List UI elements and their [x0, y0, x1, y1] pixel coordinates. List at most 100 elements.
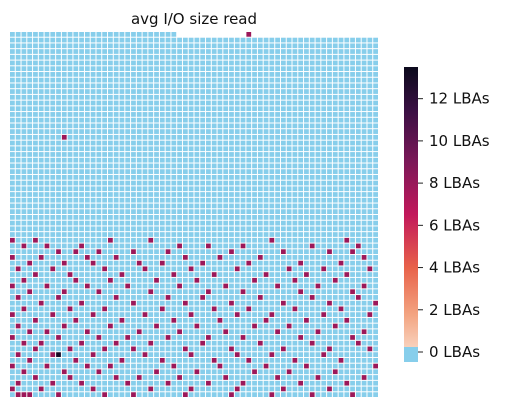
heatmap-cell	[229, 43, 234, 49]
heatmap-cell	[171, 266, 177, 272]
heatmap-cell	[33, 140, 38, 146]
heatmap-cell	[165, 123, 171, 129]
heatmap-cell	[44, 163, 50, 169]
heatmap-cell	[252, 169, 257, 174]
heatmap-cell	[21, 72, 27, 77]
heatmap-cell	[125, 346, 131, 352]
heatmap-cell	[96, 289, 102, 295]
heatmap-cell	[309, 306, 315, 312]
heatmap-cell	[200, 60, 206, 66]
heatmap-cell	[367, 357, 373, 363]
heatmap-cell	[84, 295, 90, 300]
heatmap-cell	[102, 209, 108, 214]
heatmap-cell	[211, 289, 217, 295]
heatmap-cell	[102, 186, 108, 192]
heatmap-cell	[177, 129, 182, 134]
heatmap-cell	[136, 232, 142, 237]
heatmap-cell	[321, 272, 327, 277]
heatmap-cell	[108, 43, 113, 49]
heatmap-cell	[304, 232, 309, 237]
heatmap-cell	[373, 346, 378, 352]
heatmap-cell	[177, 169, 182, 174]
heatmap-cell	[50, 134, 56, 140]
heatmap-cell	[246, 146, 252, 152]
heatmap-cell	[50, 66, 56, 72]
heatmap-cell	[177, 346, 182, 352]
heatmap-cell	[102, 49, 108, 54]
heatmap-cell	[194, 134, 200, 140]
heatmap-cell	[136, 134, 142, 140]
heatmap-cell	[361, 140, 367, 146]
heatmap-cell	[240, 392, 246, 397]
heatmap-cell	[234, 89, 240, 94]
heatmap-cell	[223, 369, 229, 375]
heatmap-cell	[165, 306, 171, 312]
heatmap-cell	[298, 37, 304, 43]
heatmap-cell	[182, 243, 188, 249]
heatmap-cell	[229, 209, 234, 214]
heatmap-cell	[113, 106, 119, 112]
heatmap-cell	[361, 146, 367, 152]
heatmap-cell	[252, 317, 257, 323]
heatmap-cell	[332, 386, 338, 392]
heatmap-cell	[194, 66, 200, 72]
heatmap-cell	[154, 112, 159, 117]
heatmap-cell	[252, 255, 257, 260]
heatmap-cell	[234, 123, 240, 129]
heatmap-cell	[154, 272, 159, 277]
heatmap-cell	[206, 146, 211, 152]
heatmap-cell	[84, 72, 90, 77]
heatmap-cell	[211, 386, 217, 392]
heatmap-cell	[373, 186, 378, 192]
heatmap-cell	[280, 215, 286, 220]
heatmap-cell	[21, 232, 27, 237]
heatmap-cell	[321, 77, 327, 83]
heatmap-cell	[217, 129, 223, 134]
heatmap-cell	[252, 300, 257, 306]
heatmap-cell	[131, 386, 136, 392]
heatmap-cell	[119, 146, 125, 152]
heatmap-cell	[373, 146, 378, 152]
heatmap-cell	[373, 312, 378, 317]
heatmap-cell	[79, 295, 84, 300]
heatmap-cell	[108, 37, 113, 43]
heatmap-cell	[361, 357, 367, 363]
heatmap-cell	[33, 375, 38, 380]
heatmap-cell	[33, 134, 38, 140]
heatmap-cell	[15, 392, 21, 397]
heatmap-cell	[21, 169, 27, 174]
heatmap-cell	[148, 329, 154, 335]
heatmap-cell	[154, 192, 159, 197]
heatmap-cell	[223, 346, 229, 352]
heatmap-cell	[96, 392, 102, 397]
heatmap-cell	[338, 392, 344, 397]
heatmap-cell	[257, 66, 263, 72]
heatmap-cell	[136, 340, 142, 346]
heatmap-cell	[240, 174, 246, 180]
heatmap-cell	[131, 249, 136, 255]
heatmap-cell	[33, 312, 38, 317]
heatmap-cell	[373, 197, 378, 203]
heatmap-cell	[148, 129, 154, 134]
heatmap-cell	[304, 174, 309, 180]
heatmap-cell	[182, 363, 188, 369]
heatmap-cell	[194, 260, 200, 266]
heatmap-cell	[90, 112, 96, 117]
heatmap-cell	[315, 123, 321, 129]
heatmap-cell	[171, 197, 177, 203]
heatmap-cell	[327, 72, 332, 77]
heatmap-cell	[332, 266, 338, 272]
heatmap-cell	[90, 300, 96, 306]
heatmap-cell	[355, 49, 361, 54]
heatmap-cell	[108, 317, 113, 323]
heatmap-cell	[171, 380, 177, 386]
heatmap-cell	[159, 386, 165, 392]
heatmap-cell	[286, 363, 292, 369]
heatmap-cell	[38, 203, 44, 209]
heatmap-cell	[263, 283, 269, 289]
heatmap-cell	[350, 243, 355, 249]
heatmap-cell	[188, 37, 194, 43]
heatmap-cell	[252, 272, 257, 277]
heatmap-cell	[304, 157, 309, 163]
heatmap-cell	[113, 169, 119, 174]
